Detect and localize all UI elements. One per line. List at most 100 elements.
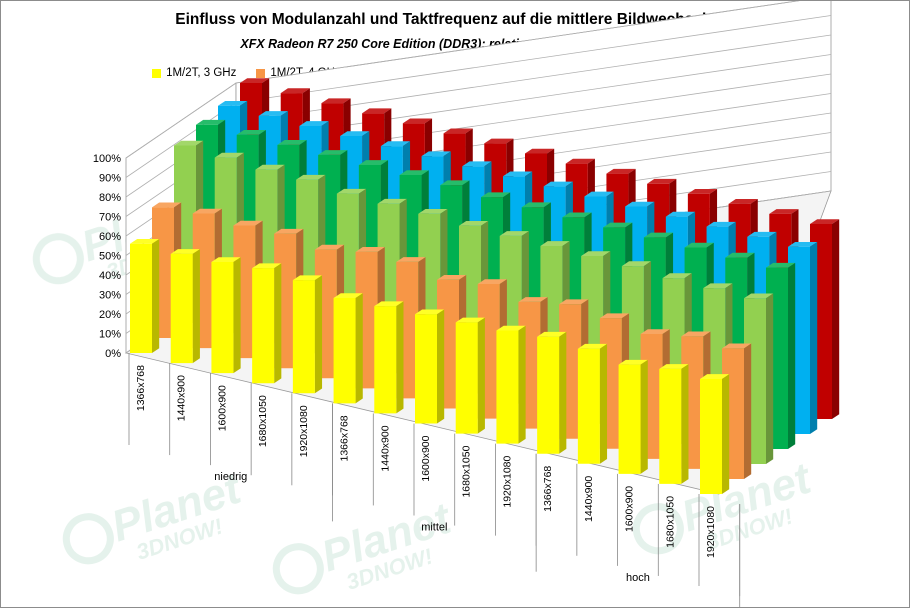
bar-side (192, 249, 200, 364)
bar-top (377, 198, 407, 204)
bar-top (374, 301, 404, 307)
bar-side (810, 242, 818, 434)
bar-top (258, 111, 288, 116)
bar-front (618, 364, 641, 474)
bar-side (355, 293, 363, 404)
y-tick-label: 30% (99, 290, 121, 302)
bar (537, 331, 567, 454)
x-tick-label: 1680x1050 (664, 496, 676, 548)
x-tick-label: 1600x900 (216, 385, 228, 431)
bar-top (396, 257, 426, 262)
bar-top (255, 164, 285, 170)
bar (659, 364, 689, 484)
bar-top (380, 141, 411, 147)
bar-top (481, 192, 511, 198)
bar-front (333, 298, 356, 404)
legend-item: 1M/2T, 3 GHz (152, 67, 236, 79)
bar-top (362, 108, 392, 114)
bar-top (603, 222, 633, 228)
bar-front (577, 348, 600, 464)
bar-top (443, 128, 473, 134)
bar-side (766, 293, 774, 464)
bar-top (277, 140, 307, 145)
bar-top (703, 283, 733, 289)
gridline (125, 1, 800, 159)
bar-side (744, 343, 752, 479)
x-tick-label: 1440x900 (583, 476, 595, 522)
bar (130, 239, 160, 353)
bar-top (521, 202, 551, 208)
bar-top (296, 174, 326, 180)
bar-top (130, 239, 160, 244)
bar-front (374, 306, 397, 414)
y-tick-label: 10% (99, 329, 121, 341)
bar-top (559, 299, 589, 305)
bar-top (659, 364, 689, 369)
bar-front (170, 253, 193, 364)
bar-top (725, 252, 755, 258)
bar-top (706, 221, 736, 227)
y-tick-label: 70% (99, 212, 121, 224)
bar-top (543, 181, 573, 187)
bar-side (559, 331, 567, 454)
bar-top (687, 188, 718, 194)
bar (252, 263, 282, 384)
bar-top (402, 118, 433, 124)
x-tick-label: 1920x1080 (501, 455, 513, 507)
bar-top (565, 158, 595, 164)
bar-top (355, 247, 385, 252)
bar-front (455, 322, 478, 434)
bar-side (314, 275, 323, 394)
bar-top (170, 249, 200, 254)
bar-front (211, 261, 234, 374)
bar-top (643, 232, 674, 238)
bar-top (455, 317, 485, 323)
bar-side (274, 263, 282, 384)
bar-front (415, 314, 437, 424)
y-tick-label: 40% (99, 270, 121, 282)
bar-top (700, 374, 730, 379)
y-tick-label: 60% (99, 231, 121, 243)
bar-top (459, 221, 489, 226)
bar-side (640, 359, 648, 474)
x-tick-label: 1440x900 (176, 375, 188, 421)
bar-top (280, 88, 310, 94)
bar-top (665, 211, 696, 217)
bar-top (618, 359, 648, 365)
bar-top (540, 241, 570, 246)
bar-top (318, 150, 348, 155)
bar-top (462, 161, 492, 167)
x-tick-label: 1680x1050 (461, 445, 473, 497)
bar-top (314, 244, 345, 250)
bar (292, 275, 323, 394)
bar-top (399, 170, 429, 176)
bar-top (240, 78, 270, 83)
bar-top (499, 231, 529, 236)
bar-top (321, 98, 351, 104)
bar-top (621, 261, 652, 267)
y-tick-label: 100% (93, 153, 121, 165)
x-tick-label: 1600x900 (624, 486, 636, 532)
bar-top (233, 220, 263, 226)
bar-top (192, 208, 222, 214)
bar-side (681, 364, 689, 484)
bar-top (518, 297, 548, 302)
legend-swatch (256, 68, 266, 78)
bar-top (358, 160, 389, 165)
bar-front (537, 336, 560, 454)
bar-top (681, 331, 711, 337)
y-tick-label: 0% (105, 348, 121, 360)
bar-top (581, 251, 611, 257)
bar-front (659, 368, 682, 484)
bar-top (336, 188, 367, 194)
bar-front (252, 268, 275, 384)
bar-top (640, 329, 670, 335)
x-group-label: mittel (421, 522, 447, 534)
legend-swatch (152, 68, 162, 78)
bar-front (700, 378, 722, 494)
bar-top (766, 262, 796, 268)
bar-top (214, 152, 244, 158)
x-tick-label: 1366x768 (542, 466, 554, 512)
bar-side (518, 325, 526, 444)
